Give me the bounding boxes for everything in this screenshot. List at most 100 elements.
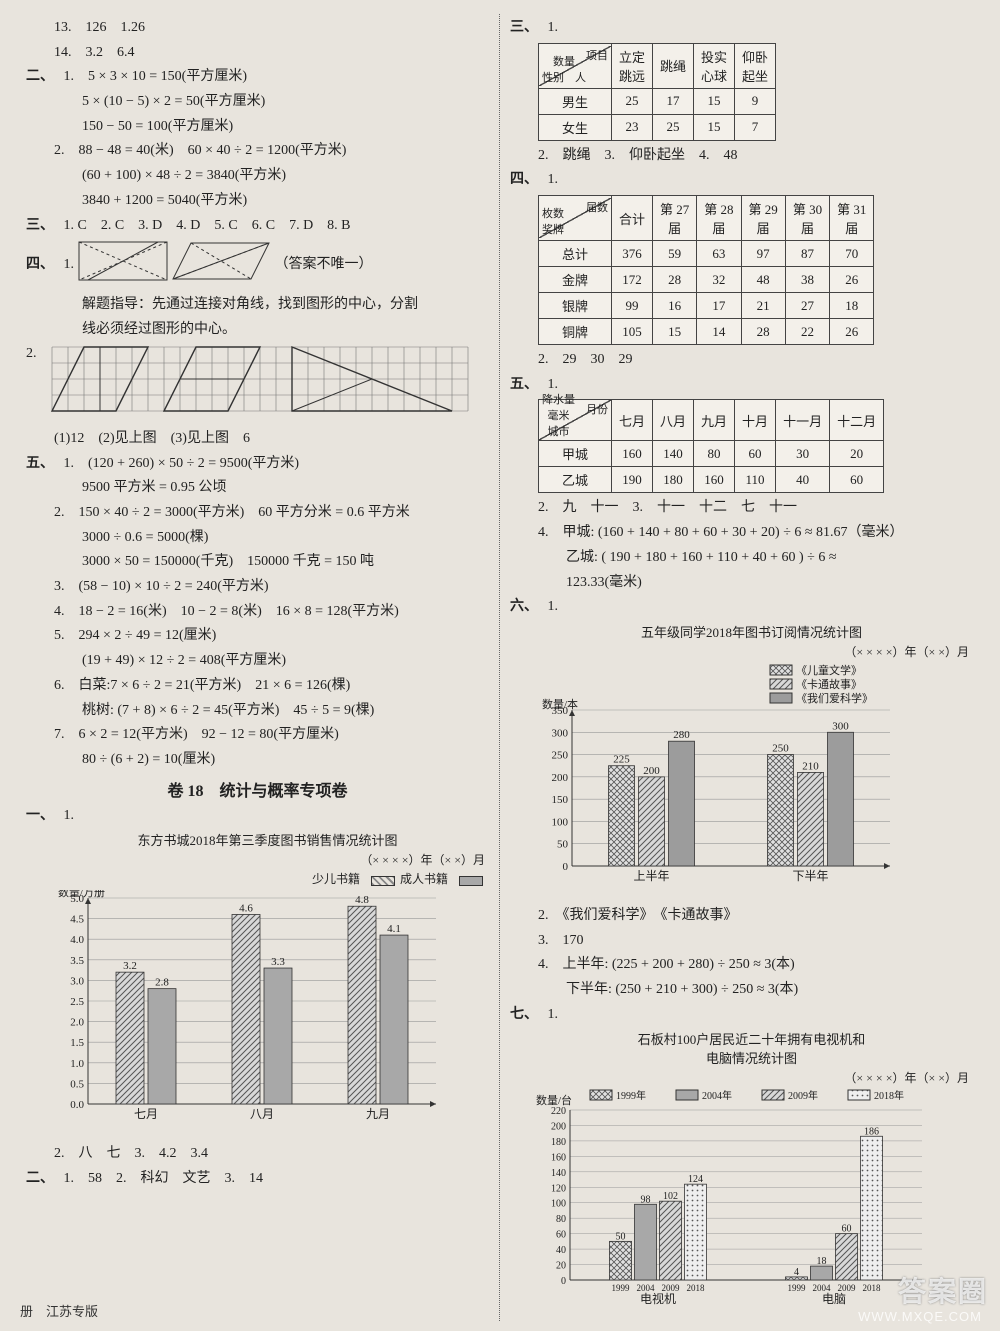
- page-root: 13. 126 1.26 14. 3.2 6.4 二、 1. 5 × 3 × 1…: [0, 0, 1000, 1331]
- watermark: 答案圈: [898, 1270, 988, 1310]
- section-marker: 三、: [510, 17, 544, 39]
- svg-text:300: 300: [552, 727, 569, 739]
- svg-text:150: 150: [552, 794, 569, 806]
- svg-text:4.0: 4.0: [70, 934, 84, 946]
- svg-text:2018: 2018: [863, 1283, 882, 1293]
- svg-text:数量/万册: 数量/万册: [58, 890, 105, 899]
- svg-text:下半年: 下半年: [792, 869, 828, 883]
- svg-text:120: 120: [551, 1184, 566, 1195]
- text-line: 2. 九 十一 3. 十一 十二 七 十一: [510, 497, 973, 519]
- svg-text:250: 250: [772, 742, 789, 754]
- svg-text:200: 200: [552, 772, 569, 784]
- text-line: 二、 1. 5 × 3 × 10 = 150(平方厘米): [26, 66, 489, 88]
- text-line: 4. 上半年: (225 + 200 + 280) ÷ 250 ≈ 3(本): [510, 954, 973, 976]
- left-column: 13. 126 1.26 14. 3.2 6.4 二、 1. 5 × 3 × 1…: [20, 14, 495, 1321]
- svg-text:18: 18: [817, 1256, 827, 1267]
- chart-title: 石板村100户居民近二十年拥有电视机和 电脑情况统计图: [530, 1029, 973, 1067]
- grid-figure-row: 2.: [26, 343, 489, 425]
- svg-text:《卡通故事》: 《卡通故事》: [796, 677, 862, 691]
- page-footer: 册 江苏专版: [20, 1301, 98, 1320]
- svg-text:0.0: 0.0: [70, 1099, 84, 1111]
- text-line: 2. 八 七 3. 4.2 3.4: [26, 1143, 489, 1165]
- svg-text:2018年: 2018年: [874, 1089, 904, 1102]
- svg-text:124: 124: [688, 1174, 703, 1185]
- text-line: 13. 126 1.26: [26, 17, 489, 39]
- watermark-url: WWW.MXQE.COM: [858, 1309, 982, 1324]
- svg-text:220: 220: [551, 1106, 566, 1117]
- text-line: 14. 3.2 6.4: [26, 42, 489, 64]
- legend-swatch-a: [371, 876, 395, 886]
- svg-text:2.0: 2.0: [70, 1017, 84, 1029]
- svg-text:3.5: 3.5: [70, 955, 84, 967]
- svg-text:3.3: 3.3: [271, 956, 285, 968]
- svg-text:《儿童文学》: 《儿童文学》: [796, 663, 862, 677]
- item-number: 1.: [548, 20, 559, 35]
- svg-text:50: 50: [616, 1232, 626, 1243]
- svg-text:1.0: 1.0: [70, 1058, 84, 1070]
- svg-text:50: 50: [557, 839, 569, 851]
- svg-text:上半年: 上半年: [633, 869, 669, 883]
- svg-text:98: 98: [641, 1195, 651, 1206]
- svg-text:300: 300: [832, 720, 849, 732]
- svg-text:2.5: 2.5: [70, 996, 84, 1008]
- svg-text:2004年: 2004年: [702, 1089, 732, 1102]
- grid-shapes-icon: [50, 345, 470, 423]
- chart-svg: 1999年2004年2009年2018年02040608010012014016…: [530, 1088, 930, 1308]
- shape-row: 四、 1. （答案不唯一）: [26, 239, 489, 291]
- svg-text:2.8: 2.8: [155, 977, 169, 989]
- text-line: 下半年: (250 + 210 + 300) ÷ 250 ≈ 3(本): [510, 979, 973, 1001]
- chart-svg: 050100150200250300350数量/本225200280上半年250…: [530, 662, 900, 892]
- item-number: 2.: [26, 343, 46, 365]
- svg-text:九月: 九月: [366, 1107, 390, 1121]
- svg-text:2009年: 2009年: [788, 1089, 818, 1102]
- text-line: 5 × (10 − 5) × 2 = 50(平方厘米): [26, 91, 489, 113]
- hint-text: 解题指导：先通过连接对角线，找到图形的中心，分割: [26, 294, 489, 316]
- item-number: 1.: [548, 1007, 559, 1022]
- svg-text:60: 60: [556, 1230, 566, 1241]
- item-number: 1.: [64, 257, 75, 272]
- svg-text:140: 140: [551, 1168, 566, 1179]
- svg-text:100: 100: [551, 1199, 566, 1210]
- section-title: 卷 18 统计与概率专项卷: [26, 777, 489, 801]
- section-marker: 四、: [26, 254, 60, 276]
- svg-text:1999: 1999: [612, 1283, 631, 1293]
- text-line: 2. 88 − 48 = 40(米) 60 × 40 ÷ 2 = 1200(平方…: [26, 140, 489, 162]
- svg-text:280: 280: [673, 729, 690, 741]
- svg-text:数量/本: 数量/本: [542, 697, 578, 711]
- svg-text:160: 160: [551, 1153, 566, 1164]
- svg-text:20: 20: [556, 1261, 566, 1272]
- text-line: 3840 + 1200 = 5040(平方米): [26, 190, 489, 212]
- svg-text:60: 60: [842, 1224, 852, 1235]
- section-marker: 四、: [510, 169, 544, 191]
- text-line: 3. (58 − 10) × 10 ÷ 2 = 240(平方米): [26, 576, 489, 598]
- svg-text:1999年: 1999年: [616, 1089, 646, 1102]
- svg-text:1999: 1999: [788, 1283, 807, 1293]
- chart-subtitle: （× × × ×）年（× ×）月: [530, 643, 973, 660]
- text-line: 3. 170: [510, 930, 973, 952]
- text-line: 乙城: ( 190 + 180 + 160 + 110 + 40 + 60 ) …: [510, 547, 973, 569]
- text-line: 150 − 50 = 100(平方厘米): [26, 116, 489, 138]
- svg-text:八月: 八月: [250, 1107, 274, 1121]
- svg-text:4.8: 4.8: [355, 894, 369, 906]
- section-marker: 五、: [510, 374, 544, 396]
- svg-text:4: 4: [794, 1267, 799, 1278]
- text-line: 80 ÷ (6 + 2) = 10(厘米): [26, 749, 489, 771]
- svg-text:4.1: 4.1: [387, 923, 401, 935]
- svg-text:80: 80: [556, 1214, 566, 1225]
- item-number: 1.: [64, 808, 75, 823]
- text-line: 三、 1.: [510, 17, 973, 39]
- svg-text:210: 210: [802, 760, 819, 772]
- text-line: (1)12 (2)见上图 (3)见上图 6: [26, 428, 489, 450]
- text-line: 三、 1. C 2. C 3. D 4. D 5. C 6. C 7. D 8.…: [26, 215, 489, 237]
- svg-text:200: 200: [551, 1122, 566, 1133]
- right-column: 三、 1. 项目数量性别 人立定跳远跳绳投实心球仰卧起坐男生2517159女生2…: [504, 14, 979, 1321]
- section-marker: 二、: [26, 1168, 60, 1190]
- svg-text:200: 200: [643, 765, 660, 777]
- text-line: 3000 × 50 = 150000(千克) 150000 千克 = 150 吨: [26, 551, 489, 573]
- svg-text:40: 40: [556, 1245, 566, 1256]
- chart-svg: 0.00.51.01.52.02.53.03.54.04.55.0数量/万册3.…: [46, 890, 446, 1130]
- text-line: 123.33(毫米): [510, 572, 973, 594]
- text-line: 二、 1. 58 2. 科幻 文艺 3. 14: [26, 1168, 489, 1190]
- text-line: 桃树: (7 + 8) × 6 ÷ 2 = 45(平方米) 45 ÷ 5 = 9…: [26, 700, 489, 722]
- chart-title: 东方书城2018年第三季度图书销售情况统计图: [46, 830, 489, 849]
